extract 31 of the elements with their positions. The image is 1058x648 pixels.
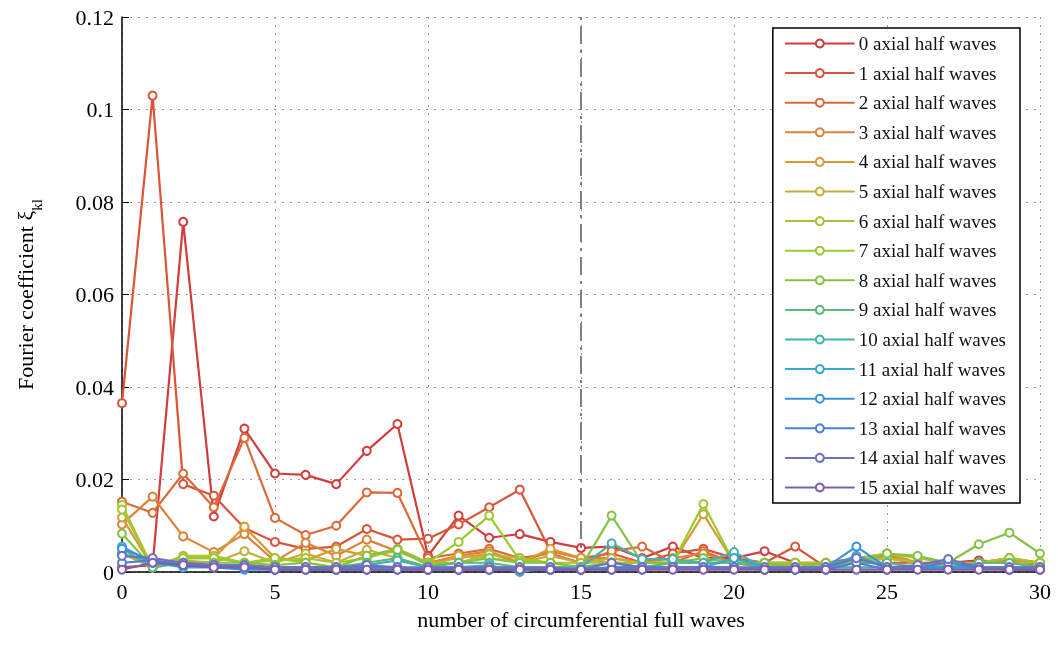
y-tick-label: 0.04: [75, 374, 114, 400]
legend-label: 11 axial half waves: [858, 358, 1006, 380]
legend-label: 12 axial half waves: [858, 388, 1007, 410]
x-tick-label: 5: [269, 578, 281, 604]
legend-label: 1 axial half waves: [858, 62, 997, 84]
x-tick-label: 30: [1029, 578, 1051, 604]
x-axis-title: number of circumferential full waves: [417, 606, 745, 632]
legend-label: 8 axial half waves: [858, 269, 997, 291]
legend-label: 13 axial half waves: [858, 417, 1007, 439]
y-tick-label: 0.02: [75, 467, 114, 492]
x-tick-label: 25: [876, 578, 898, 604]
y-axis-title: Fourier coefficient ξkl: [12, 199, 45, 390]
legend-label: 3 axial half waves: [858, 121, 997, 143]
legend-label: 0 axial half waves: [858, 33, 997, 54]
legend-label: 2 axial half waves: [858, 92, 997, 114]
x-tick-label: 15: [570, 578, 592, 604]
legend-label: 4 axial half waves: [858, 151, 997, 173]
legend-label: 7 axial half waves: [858, 240, 997, 262]
y-tick-label: 0.06: [75, 282, 114, 307]
legend-label: 14 axial half waves: [858, 447, 1007, 469]
legend-label: 10 axial half waves: [858, 329, 1007, 350]
legend-label: 9 axial half waves: [858, 299, 997, 321]
y-tick-label: 0.08: [75, 189, 114, 215]
legend-label: 6 axial half waves: [858, 210, 997, 232]
x-tick-label: 20: [723, 578, 745, 604]
x-tick-label: 10: [417, 578, 439, 604]
legend-label: 5 axial half waves: [858, 181, 997, 202]
y-tick-label: 0.12: [75, 4, 114, 30]
y-tick-label: 0.1: [86, 97, 114, 122]
y-tick-label: 0: [103, 559, 114, 585]
legend-label: 15 axial half waves: [858, 477, 1007, 498]
